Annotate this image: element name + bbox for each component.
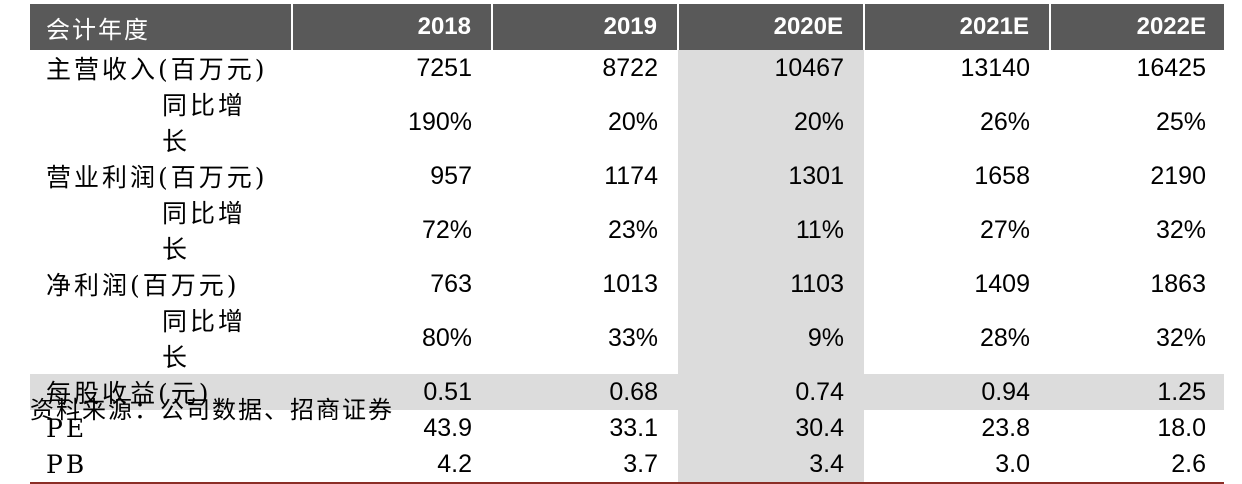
table-cell: 0.68 — [492, 374, 678, 410]
header-2022e: 2022E — [1050, 4, 1224, 50]
header-row: 会计年度 2018 2019 2020E 2021E 2022E — [30, 4, 1224, 50]
table-cell: 9% — [678, 302, 864, 374]
table-cell: 20% — [607, 107, 658, 136]
table-cell: 0.94 — [864, 374, 1050, 410]
table-cell: 80% — [421, 323, 472, 352]
table-cell: 3.7 — [623, 449, 658, 478]
table-cell: 190% — [408, 107, 472, 136]
table-row: 净利润(百万元) 763 1013 1103 1409 1863 — [30, 266, 1224, 302]
table-row: 同比增长 190% 20% 20% 26% 25% — [30, 86, 1224, 158]
source-note: 资料来源：公司数据、招商证券 — [30, 396, 394, 424]
table-cell: 1301 — [678, 158, 864, 194]
header-2020e: 2020E — [678, 4, 865, 50]
table-cell: 8722 — [602, 53, 658, 82]
table-row: 同比增长 72% 23% 11% 27% 32% — [30, 194, 1224, 266]
row-label: 同比增长 — [162, 91, 247, 156]
table-cell: 2190 — [1150, 161, 1206, 190]
table-cell: 4.2 — [437, 449, 472, 478]
header-fiscal-year: 会计年度 — [30, 4, 293, 50]
table-cell: 13140 — [960, 53, 1030, 82]
table-cell: 1103 — [678, 266, 864, 302]
table-cell: 25% — [1155, 107, 1206, 136]
table-cell: 1013 — [602, 269, 658, 298]
table-cell: 3.4 — [678, 446, 864, 482]
table-cell: 72% — [421, 215, 472, 244]
table-cell: 18.0 — [1157, 413, 1206, 442]
table-row: PB 4.2 3.7 3.4 3.0 2.6 — [30, 446, 1224, 482]
table-cell: 1174 — [604, 161, 658, 190]
table-cell: 30.4 — [678, 410, 864, 446]
row-label: 每股收益(元) — [30, 374, 292, 410]
table-cell: 957 — [430, 161, 472, 190]
table-cell: 32% — [1155, 215, 1206, 244]
table-cell: 11% — [678, 194, 864, 266]
table-row: 营业利润(百万元) 957 1174 1301 1658 2190 — [30, 158, 1224, 194]
header-2021e: 2021E — [864, 4, 1051, 50]
table-cell: 763 — [430, 269, 472, 298]
table-cell: 23% — [607, 215, 658, 244]
table-cell: 33.1 — [609, 413, 658, 442]
table-cell: 10467 — [678, 50, 864, 86]
top-rule — [30, 0, 1224, 4]
table-cell: 20% — [678, 86, 864, 158]
table-cell: 32% — [1155, 323, 1206, 352]
table-cell: 1863 — [1150, 269, 1206, 298]
table-cell: 1409 — [974, 269, 1030, 298]
row-label: 净利润(百万元) — [46, 271, 240, 300]
table-row: 同比增长 80% 33% 9% 28% 32% — [30, 302, 1224, 374]
row-label: 主营收入(百万元) — [46, 55, 268, 84]
table-cell: 1.25 — [1050, 374, 1224, 410]
table-cell: 26% — [979, 107, 1030, 136]
row-label: 营业利润(百万元) — [46, 163, 268, 192]
table-cell: 2.6 — [1171, 449, 1206, 478]
table-cell: 0.74 — [678, 374, 864, 410]
table-cell: 1658 — [974, 161, 1030, 190]
header-2019: 2019 — [492, 4, 679, 50]
table-cell: 7251 — [416, 53, 472, 82]
table-cell: 16425 — [1136, 53, 1206, 82]
row-label: 同比增长 — [162, 307, 247, 372]
table-cell: 23.8 — [981, 413, 1030, 442]
header-2018: 2018 — [292, 4, 493, 50]
row-label: 同比增长 — [162, 199, 247, 264]
table-cell: 27% — [979, 215, 1030, 244]
table-row: 主营收入(百万元) 7251 8722 10467 13140 16425 — [30, 50, 1224, 86]
table-cell: 28% — [979, 323, 1030, 352]
table-row: 每股收益(元) 0.51 0.68 0.74 0.94 1.25 — [30, 374, 1224, 410]
table-cell: 3.0 — [995, 449, 1030, 478]
table-cell: 0.51 — [292, 374, 492, 410]
table-cell: 33% — [607, 323, 658, 352]
row-label: PB — [46, 449, 88, 479]
